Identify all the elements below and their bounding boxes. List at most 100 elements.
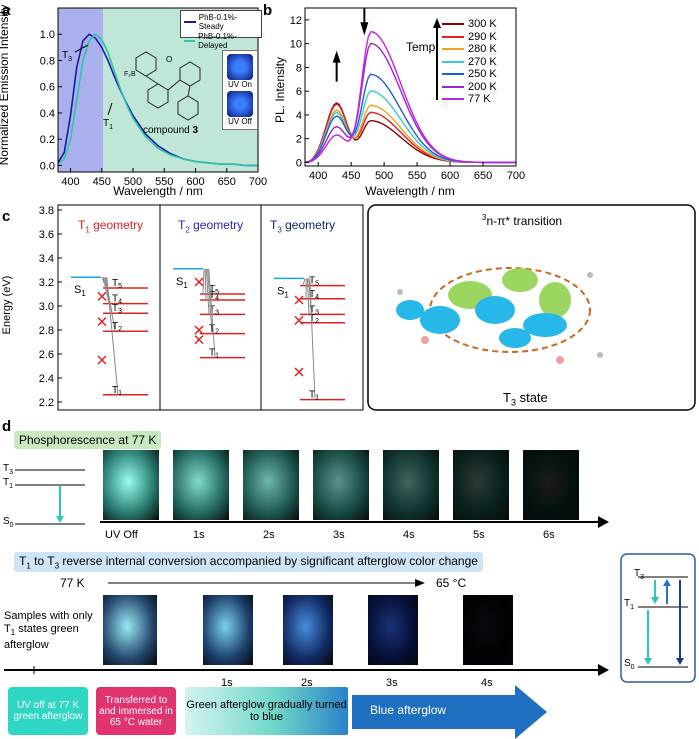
transition-box (367, 204, 696, 411)
panel-b-xlabel: Wavelength / nm (365, 184, 455, 198)
panel-a-xlabel: Wavelength / nm (113, 184, 203, 198)
legend-label: 300 K (468, 18, 497, 30)
y-tick-label: 3.6 (39, 229, 54, 241)
y-tick-label: 0.0 (40, 160, 55, 172)
legend-swatch (442, 85, 464, 88)
y-tick-label: 0 (296, 157, 302, 169)
legend-entry: 77 K (442, 93, 497, 106)
uv-on-label: UV On (227, 80, 252, 89)
phos-time-label: 4s (403, 529, 415, 541)
legend-swatch (442, 73, 464, 76)
transition-line (102, 277, 110, 304)
panel-b-ylabel: PL. Intensity (273, 57, 287, 123)
y-tick-label: 0.6 (40, 82, 55, 94)
compound-label: compound 3 (143, 125, 199, 136)
phos-time-label: 5s (473, 529, 485, 541)
y-tick-label: 3.2 (39, 277, 54, 289)
t-label: T4 (209, 290, 219, 302)
legend-swatch (442, 48, 464, 51)
t-label: T2 (112, 321, 122, 333)
rc-time-label: 2s (301, 677, 313, 689)
x-tick-label: 600 (186, 176, 204, 188)
legend-entry: 200 K (442, 81, 497, 94)
phos-photo (173, 450, 229, 520)
phos-time-label: UV Off (105, 529, 138, 541)
panel-a-frame (57, 7, 259, 173)
y-tick-label: 1.0 (40, 29, 55, 41)
transition-line (208, 268, 216, 358)
box-uv-off: UV off at 77 K green afterglow (8, 687, 88, 735)
y-tick-label: 0.4 (40, 108, 55, 120)
transition-line (309, 278, 316, 400)
transition-line (202, 268, 205, 295)
uv-off-label: UV Off (228, 117, 252, 126)
panel-b-legend: 300 K 290 K 280 K 270 K 250 K 200 K 77 K (442, 18, 497, 106)
panel-c-ylabel: Energy (eV) (1, 276, 13, 335)
transition-line (302, 278, 306, 286)
rc-time-label: 4s (481, 677, 493, 689)
legend-delayed: PhB-0.1%-Delayed (198, 32, 237, 50)
x-tick-label: 450 (93, 176, 111, 188)
t1-pointer (107, 102, 113, 116)
t-label: T4 (309, 289, 319, 301)
t-label: T1 (209, 348, 219, 360)
legend-steady-swatch (184, 21, 196, 23)
forbidden-cross (97, 317, 107, 327)
temp-start: 77 K (60, 576, 85, 590)
y-tick-label: 12 (290, 15, 302, 27)
rc-time-label: 3s (386, 677, 398, 689)
y-tick-label: 8 (296, 62, 302, 74)
rc-photo (283, 595, 333, 665)
col3-title: T3 geometry (270, 218, 336, 235)
phos-photo (453, 450, 509, 520)
x-tick-label: 500 (375, 170, 393, 182)
t-label: T4 (112, 294, 122, 306)
y-tick-label: 2 (296, 134, 302, 146)
panel-b-letter: b (263, 2, 273, 19)
panel-d-diagram (4, 469, 696, 739)
forbidden-cross (97, 355, 107, 365)
x-tick-label: 500 (124, 176, 142, 188)
x-tick-label: 450 (342, 170, 360, 182)
temp-arrow-head (433, 18, 441, 28)
legend-label: 200 K (468, 80, 497, 93)
legend-entry: 280 K (442, 43, 497, 56)
t-label: T1 (112, 385, 122, 397)
forbidden-cross (294, 367, 304, 377)
series-line-delayed (57, 33, 258, 167)
phos-photo (313, 450, 369, 520)
y-tick-label: 2.2 (39, 397, 54, 409)
phosphorescence-time-labels: UV Off 1s 2s 3s 4s 5s 6s (103, 529, 593, 543)
x-tick-label: 400 (61, 176, 79, 188)
panel-c-diagram: 3.83.63.43.23.02.82.62.42.2 Energy (eV) … (1, 204, 696, 411)
phos-photo (523, 450, 579, 520)
rc-time-label: 1s (221, 677, 233, 689)
t-label: T1 (309, 390, 319, 402)
carbonyl-o: O (166, 55, 172, 64)
down-arrow-head (360, 22, 369, 36)
legend-entry: 300 K (442, 18, 497, 31)
x-tick-label: 650 (218, 176, 236, 188)
forbidden-cross (194, 277, 204, 287)
d-t3-label: T3 (3, 463, 14, 476)
y-tick-label: 0.2 (40, 134, 55, 146)
x-tick-label: 400 (309, 170, 327, 182)
transition-line (205, 268, 210, 315)
legend-label: 270 K (468, 55, 497, 68)
d-t1-label: T1 (3, 477, 14, 490)
phos-time-label: 6s (543, 529, 555, 541)
d-s0-label: S0 (3, 516, 14, 529)
t3-pointer (74, 44, 89, 53)
s1-label: S1 (74, 284, 86, 298)
phos-time-label: 2s (263, 529, 275, 541)
y-tick-label: 4 (296, 110, 302, 122)
legend-delayed-swatch (184, 40, 196, 42)
legend-label: 77 K (468, 93, 491, 105)
x-tick-label: 650 (474, 170, 492, 182)
legend-steady: PhB-0.1%-Steady (198, 13, 238, 31)
temp-end: 65 °C (436, 576, 467, 590)
bf2-label: F₂B (124, 71, 136, 78)
y-tick-label: 2.4 (39, 373, 54, 385)
transition-line (306, 278, 310, 315)
rc-photo (463, 595, 513, 665)
